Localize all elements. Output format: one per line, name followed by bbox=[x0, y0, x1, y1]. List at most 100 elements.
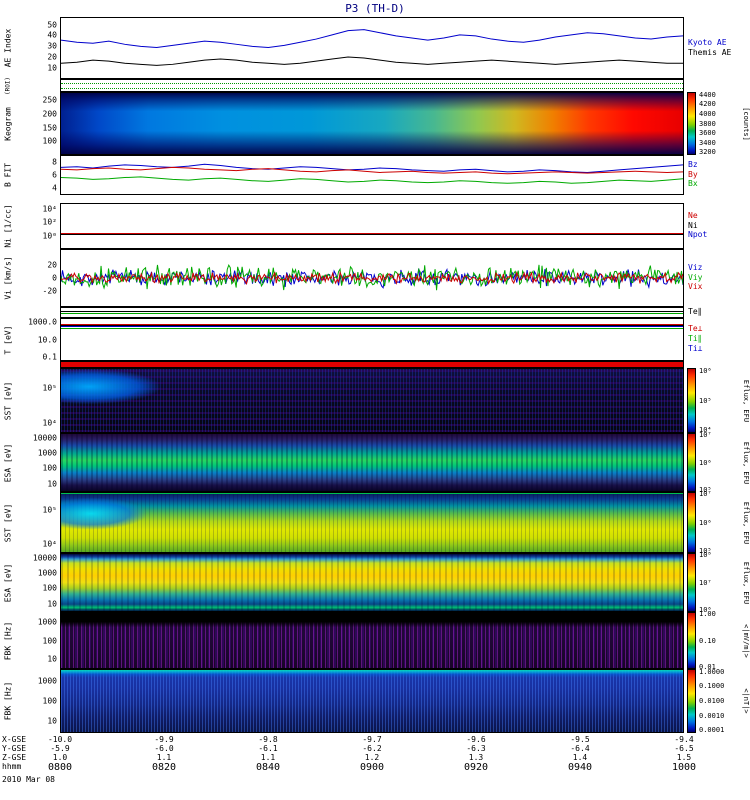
colorbar-sst-electron bbox=[687, 492, 696, 553]
plot-area-roi bbox=[60, 79, 684, 92]
plot-area-te-parallel bbox=[60, 307, 684, 318]
right-gutter-keogram: 4400 4200 4000 3800 3600 3400 3200 [counts] bbox=[684, 91, 750, 157]
ephemeris-label-x: X-GSE bbox=[2, 735, 27, 744]
ephemeris-value: 1.3 bbox=[468, 753, 484, 762]
y-ticks-sst-ion: 10⁵ 10⁴ bbox=[16, 368, 60, 433]
y-axis-title-esa-electron: ESA [eV] bbox=[3, 563, 13, 602]
colorbar-tick-label: 10⁵ bbox=[699, 546, 712, 555]
series-legend-ae: Kyoto AE Themis AE bbox=[684, 17, 750, 79]
colorbar-tick-label: 0.0001 bbox=[699, 726, 725, 735]
colorbar-tick-label: 4200 bbox=[699, 100, 716, 109]
time-tick-label: 1000 bbox=[671, 762, 697, 773]
panel-sst-electron: SST [eV] 10⁵ 10⁴ 10⁷ 10⁶ 10⁵ Eflux, EFU bbox=[0, 490, 750, 555]
y-axis-title-density: Ni [1/cc] bbox=[3, 204, 13, 248]
colorbar-unit-sst-electron: Eflux, EFU bbox=[742, 501, 750, 544]
panel-te-parallel: Te∥ bbox=[0, 307, 750, 318]
colorbar-tick-label: 10⁴ bbox=[699, 426, 712, 435]
horizontal-line bbox=[61, 325, 683, 327]
y-tick-label: 10 bbox=[47, 63, 57, 73]
colorbar-tick-label: 10⁶ bbox=[699, 605, 712, 614]
y-tick-label: 10.0 bbox=[37, 335, 57, 344]
series-label: Npot bbox=[688, 230, 708, 240]
y-tick-label: 10 bbox=[47, 599, 57, 609]
colorbar-ticks-sst-electron: 10⁷ 10⁶ 10⁵ bbox=[699, 490, 736, 555]
plot-area-sst-electron bbox=[60, 492, 684, 553]
colorbar-tick-label: 0.0010 bbox=[699, 711, 725, 720]
horizontal-line bbox=[61, 325, 683, 327]
horizontal-line bbox=[61, 312, 683, 314]
y-ticks-ae: 50 40 30 20 10 bbox=[16, 17, 60, 79]
colorbar-ticks-fbk-bfield: 1.0000 0.1000 0.0100 0.0010 0.0001 bbox=[699, 668, 736, 735]
y-tick-label: 10² bbox=[42, 217, 57, 227]
series-label: Themis AE bbox=[688, 47, 732, 57]
y-tick-label: 10⁴ bbox=[42, 539, 57, 549]
ephemeris-value: -6.3 bbox=[466, 744, 486, 753]
colorbar-tick-label: 10⁷ bbox=[699, 490, 712, 499]
right-gutter-temperature: Te⊥ Ti∥ Ti⊥ bbox=[684, 318, 750, 361]
y-tick-label: 10000 bbox=[32, 433, 57, 443]
right-gutter-esa-electron: 10⁸ 10⁷ 10⁶ Eflux, EFU bbox=[684, 551, 750, 614]
time-tick-label: 0840 bbox=[255, 762, 281, 773]
series-legend-density: Ne Ni Npot bbox=[684, 203, 750, 249]
panel-bfit: B FIT 8 6 4 Bz By Bx bbox=[0, 155, 750, 195]
horizontal-line bbox=[61, 233, 683, 235]
time-tick-label: 0920 bbox=[463, 762, 489, 773]
colorbar-unit-esa-electron: Eflux, EFU bbox=[742, 561, 750, 604]
ephemeris-row-y: Y-GSE -5.9 -6.0 -6.1 -6.2 -6.3 -6.4 -6.5 bbox=[0, 744, 750, 753]
series-label: By bbox=[688, 169, 698, 179]
panel-esa-ion: ESA [eV] 10000 1000 100 10 10⁷ 10⁶ 10⁵ Eflux,… bbox=[0, 431, 750, 494]
series-label: Viz bbox=[688, 262, 703, 272]
colorbar-ticks-esa-electron: 10⁸ 10⁷ 10⁶ bbox=[699, 551, 736, 614]
y-tick-label: 1000 bbox=[37, 448, 57, 458]
ephemeris-row-x: X-GSE -10.0 -9.9 -9.8 -9.7 -9.6 -9.5 -9.4 bbox=[0, 735, 750, 744]
y-tick-label: 10 bbox=[47, 716, 57, 726]
ephemeris-values-x: -10.0 -9.9 -9.8 -9.7 -9.6 -9.5 -9.4 bbox=[48, 735, 694, 744]
right-gutter-fbk-efield: 1.00 0.10 0.01 <|mV/m|> bbox=[684, 610, 750, 671]
series-label: Ni bbox=[688, 220, 698, 230]
horizontal-line bbox=[61, 310, 683, 312]
y-tick-label: 20 bbox=[47, 52, 57, 62]
colorbar-tick-label: 10⁸ bbox=[699, 551, 712, 560]
series-label: Vix bbox=[688, 282, 703, 292]
y-ticks-fbk-bfield: 1000 100 10 bbox=[16, 669, 60, 733]
y-axis-title-sst-ion: SST [eV] bbox=[3, 381, 13, 420]
ephemeris-row-z: Z-GSE 1.0 1.1 1.1 1.2 1.3 1.4 1.5 bbox=[0, 753, 750, 762]
ephemeris-value: 1.1 bbox=[260, 753, 276, 762]
colorbar-tick-label: 10⁷ bbox=[699, 431, 712, 440]
colorbar-tick-label: 3200 bbox=[699, 148, 716, 157]
colorbar-unit-esa-ion: Eflux, EFU bbox=[742, 441, 750, 484]
panel-keogram: Keogram 250 200 150 100 4400 4200 4000 3800 360… bbox=[0, 91, 750, 157]
y-tick-label: 10⁵ bbox=[42, 383, 57, 392]
y-tick-label: 100 bbox=[42, 583, 57, 593]
colorbar-esa-electron bbox=[687, 553, 696, 612]
right-gutter-sst-electron: 10⁷ 10⁶ 10⁵ Eflux, EFU bbox=[684, 490, 750, 555]
horizontal-line bbox=[61, 328, 683, 330]
plot-area-esa-ion bbox=[60, 433, 684, 492]
y-axis-title-temperature: T [eV] bbox=[3, 325, 13, 354]
y-tick-label: 1000 bbox=[37, 676, 57, 686]
plot-area-ae bbox=[60, 17, 684, 79]
horizontal-line bbox=[61, 234, 683, 236]
y-tick-label: 1000 bbox=[37, 617, 57, 627]
y-ticks-velocity: 20 0 -20 bbox=[16, 249, 60, 307]
y-ticks-sst-electron: 10⁵ 10⁴ bbox=[16, 492, 60, 553]
y-ticks-esa-ion: 10000 1000 100 10 bbox=[16, 433, 60, 492]
panel-esa-electron: ESA [eV] 10000 1000 100 10 10⁸ 10⁷ 10⁶ Eflux,… bbox=[0, 551, 750, 614]
y-tick-label: 20 bbox=[47, 260, 57, 270]
y-tick-label: 4 bbox=[52, 183, 57, 193]
x-axis: X-GSE -10.0 -9.9 -9.8 -9.7 -9.6 -9.5 -9.4 Y-GS… bbox=[0, 735, 750, 785]
time-tick-label: 0940 bbox=[567, 762, 593, 773]
ephemeris-value: -9.5 bbox=[570, 735, 590, 744]
right-gutter-esa-ion: 10⁷ 10⁶ 10⁵ Eflux, EFU bbox=[684, 431, 750, 494]
panel-fbk-efield: FBK [Hz] 1000 100 10 1.00 0.10 0.01 <|mV/m|> bbox=[0, 610, 750, 671]
colorbar-tick-label: 10⁶ bbox=[699, 518, 712, 527]
ephemeris-value: -5.9 bbox=[50, 744, 70, 753]
colorbar-tick-label: 10⁵ bbox=[699, 485, 712, 494]
panel-density: Ni [1/cc] 10⁴ 10² 10⁰ Ne Ni Npot bbox=[0, 203, 750, 249]
y-tick-label: 100 bbox=[42, 696, 57, 706]
y-axis-title-ae: AE Index bbox=[3, 28, 13, 68]
plot-area-sst-ion bbox=[60, 368, 684, 433]
y-axis-title-fbk-bfield: FBK [Hz] bbox=[3, 681, 13, 721]
series-label: Ne bbox=[688, 210, 698, 220]
horizontal-line bbox=[61, 83, 683, 85]
